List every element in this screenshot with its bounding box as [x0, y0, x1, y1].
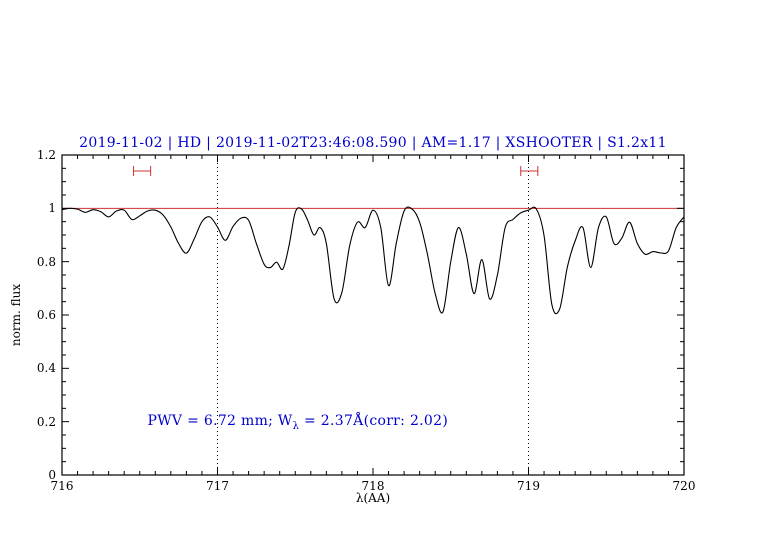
pwv-annotation-subscript: λ — [292, 420, 300, 432]
y-tick-label: 1 — [48, 201, 56, 216]
x-tick-label: 716 — [50, 479, 74, 493]
y-tick-label: 0 — [48, 468, 56, 482]
telluric-spectrum-path — [61, 206, 685, 315]
x-tick-label: 717 — [206, 479, 229, 493]
y-tick-label: 0.4 — [36, 361, 56, 376]
x-tick-label: 720 — [672, 479, 696, 493]
y-tick-label: 0.8 — [36, 254, 56, 269]
x-tick-label: 718 — [361, 479, 385, 493]
y-tick-label: 0.6 — [36, 308, 56, 322]
y-tick-label: 1.2 — [36, 148, 56, 162]
pwv-annotation-suffix: = 2.37Å(corr: 2.02) — [299, 412, 449, 429]
pwv-annotation-prefix: PWV = 6.72 mm; W — [147, 412, 293, 429]
x-axis-label: λ(AA) — [355, 491, 391, 505]
y-tick-label: 0.2 — [36, 414, 56, 429]
chart-title: 2019-11-02 | HD | 2019-11-02T23:46:08.59… — [79, 135, 667, 151]
x-tick-label: 719 — [517, 479, 540, 493]
pwv-annotation: PWV = 6.72 mm; Wλ = 2.37Å(corr: 2.02) — [148, 413, 449, 432]
